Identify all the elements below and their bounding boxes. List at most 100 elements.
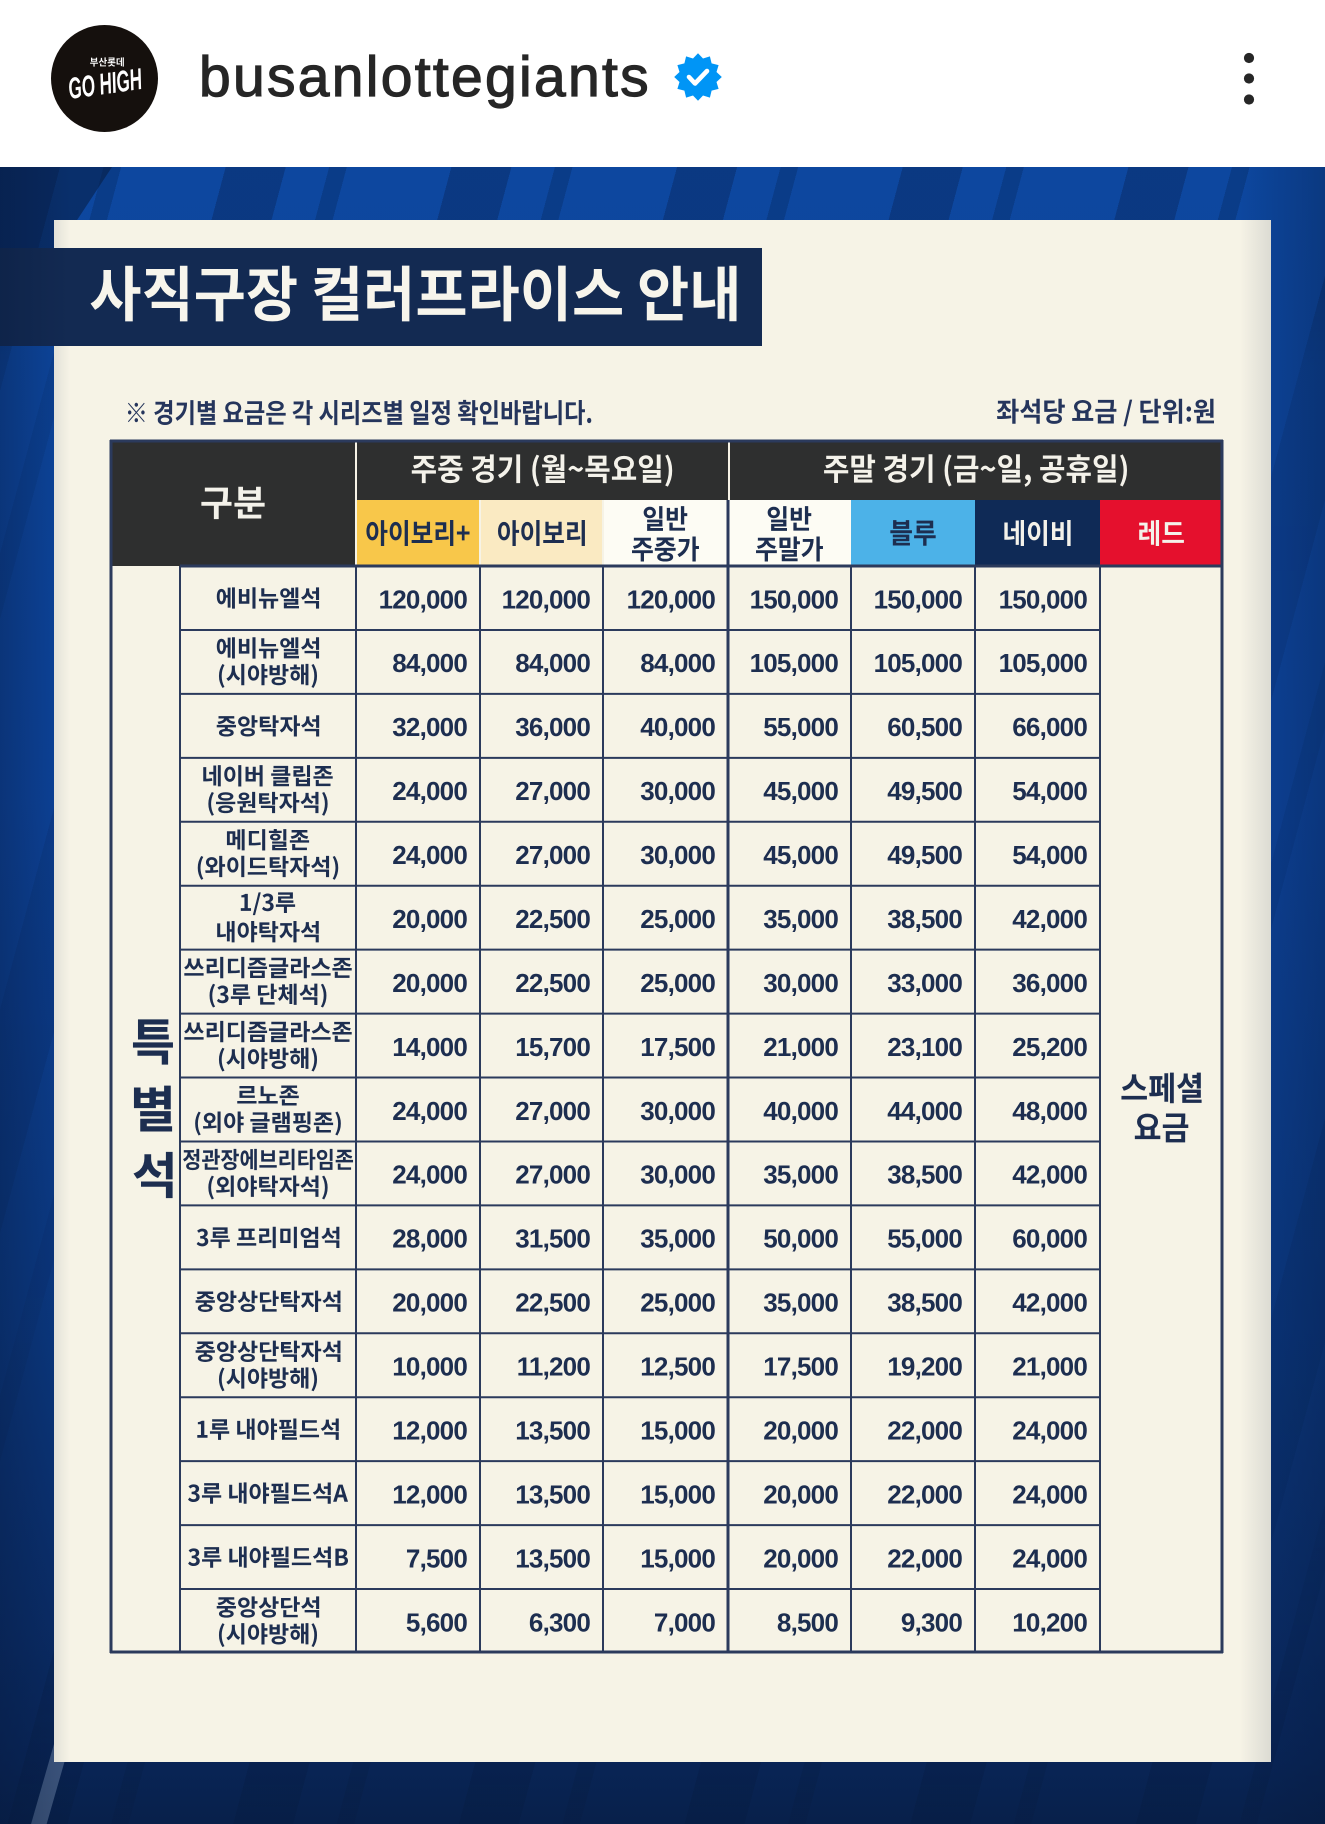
svg-text:28,000: 28,000	[392, 1224, 467, 1254]
svg-text:84,000: 84,000	[640, 648, 715, 678]
svg-text:48,000: 48,000	[1012, 1096, 1087, 1126]
svg-text:120,000: 120,000	[627, 584, 716, 614]
svg-text:55,000: 55,000	[763, 712, 838, 742]
svg-text:22,000: 22,000	[887, 1543, 962, 1573]
svg-text:15,000: 15,000	[640, 1479, 715, 1509]
svg-text:6,300: 6,300	[529, 1607, 590, 1637]
svg-text:105,000: 105,000	[750, 648, 839, 678]
svg-text:15,700: 15,700	[515, 1032, 590, 1062]
svg-text:40,000: 40,000	[763, 1096, 838, 1126]
svg-text:150,000: 150,000	[750, 584, 839, 614]
svg-text:12,500: 12,500	[640, 1352, 715, 1382]
svg-text:36,000: 36,000	[515, 712, 590, 742]
svg-text:60,000: 60,000	[1012, 1224, 1087, 1254]
svg-text:10,200: 10,200	[1012, 1607, 1087, 1637]
svg-text:13,500: 13,500	[515, 1543, 590, 1573]
svg-text:24,000: 24,000	[1012, 1416, 1087, 1446]
svg-text:105,000: 105,000	[874, 648, 963, 678]
svg-text:13,500: 13,500	[515, 1479, 590, 1509]
svg-text:27,000: 27,000	[515, 840, 590, 870]
svg-text:5,600: 5,600	[406, 1607, 467, 1637]
svg-text:42,000: 42,000	[1012, 1160, 1087, 1190]
svg-text:20,000: 20,000	[763, 1543, 838, 1573]
svg-text:45,000: 45,000	[763, 840, 838, 870]
svg-text:17,500: 17,500	[640, 1032, 715, 1062]
svg-text:7,000: 7,000	[654, 1607, 715, 1637]
svg-text:30,000: 30,000	[640, 776, 715, 806]
svg-text:55,000: 55,000	[887, 1224, 962, 1254]
svg-text:66,000: 66,000	[1012, 712, 1087, 742]
svg-text:44,000: 44,000	[887, 1096, 962, 1126]
svg-text:8,500: 8,500	[777, 1607, 838, 1637]
svg-text:20,000: 20,000	[392, 904, 467, 934]
svg-text:32,000: 32,000	[392, 712, 467, 742]
svg-text:23,100: 23,100	[887, 1032, 962, 1062]
svg-text:30,000: 30,000	[640, 1096, 715, 1126]
svg-text:12,000: 12,000	[392, 1479, 467, 1509]
svg-text:31,500: 31,500	[515, 1224, 590, 1254]
svg-text:12,000: 12,000	[392, 1416, 467, 1446]
svg-text:20,000: 20,000	[763, 1416, 838, 1446]
svg-text:38,500: 38,500	[887, 904, 962, 934]
svg-text:25,200: 25,200	[1012, 1032, 1087, 1062]
svg-text:38,500: 38,500	[887, 1288, 962, 1318]
svg-text:40,000: 40,000	[640, 712, 715, 742]
svg-text:30,000: 30,000	[763, 968, 838, 998]
svg-text:27,000: 27,000	[515, 1160, 590, 1190]
svg-text:24,000: 24,000	[1012, 1543, 1087, 1573]
svg-text:24,000: 24,000	[1012, 1479, 1087, 1509]
svg-text:27,000: 27,000	[515, 776, 590, 806]
svg-text:49,500: 49,500	[887, 840, 962, 870]
svg-text:20,000: 20,000	[763, 1479, 838, 1509]
svg-text:17,500: 17,500	[763, 1352, 838, 1382]
svg-text:60,500: 60,500	[887, 712, 962, 742]
svg-text:14,000: 14,000	[392, 1032, 467, 1062]
svg-text:21,000: 21,000	[1012, 1352, 1087, 1382]
svg-text:7,500: 7,500	[406, 1543, 467, 1573]
svg-text:150,000: 150,000	[874, 584, 963, 614]
svg-text:25,000: 25,000	[640, 904, 715, 934]
svg-text:22,000: 22,000	[887, 1479, 962, 1509]
svg-text:42,000: 42,000	[1012, 904, 1087, 934]
svg-text:105,000: 105,000	[999, 648, 1088, 678]
svg-text:20,000: 20,000	[392, 968, 467, 998]
svg-text:22,500: 22,500	[515, 1288, 590, 1318]
svg-text:50,000: 50,000	[763, 1224, 838, 1254]
svg-text:120,000: 120,000	[502, 584, 591, 614]
svg-text:42,000: 42,000	[1012, 1288, 1087, 1318]
svg-text:25,000: 25,000	[640, 1288, 715, 1318]
svg-text:21,000: 21,000	[763, 1032, 838, 1062]
svg-text:22,000: 22,000	[887, 1416, 962, 1446]
svg-text:35,000: 35,000	[763, 1288, 838, 1318]
svg-text:27,000: 27,000	[515, 1096, 590, 1126]
svg-text:84,000: 84,000	[392, 648, 467, 678]
svg-text:22,500: 22,500	[515, 904, 590, 934]
svg-text:22,500: 22,500	[515, 968, 590, 998]
svg-text:30,000: 30,000	[640, 1160, 715, 1190]
svg-text:35,000: 35,000	[763, 1160, 838, 1190]
svg-text:24,000: 24,000	[392, 1096, 467, 1126]
svg-text:36,000: 36,000	[1012, 968, 1087, 998]
svg-text:13,500: 13,500	[515, 1416, 590, 1446]
svg-text:35,000: 35,000	[640, 1224, 715, 1254]
svg-text:49,500: 49,500	[887, 776, 962, 806]
svg-text:11,200: 11,200	[517, 1352, 591, 1382]
svg-text:45,000: 45,000	[763, 776, 838, 806]
svg-text:84,000: 84,000	[515, 648, 590, 678]
svg-text:150,000: 150,000	[999, 584, 1088, 614]
svg-text:30,000: 30,000	[640, 840, 715, 870]
svg-text:120,000: 120,000	[379, 584, 468, 614]
svg-text:10,000: 10,000	[392, 1352, 467, 1382]
svg-text:15,000: 15,000	[640, 1543, 715, 1573]
svg-text:24,000: 24,000	[392, 840, 467, 870]
svg-text:9,300: 9,300	[901, 1607, 962, 1637]
svg-text:38,500: 38,500	[887, 1160, 962, 1190]
svg-text:35,000: 35,000	[763, 904, 838, 934]
svg-text:24,000: 24,000	[392, 1160, 467, 1190]
svg-text:19,200: 19,200	[887, 1352, 962, 1382]
svg-text:33,000: 33,000	[887, 968, 962, 998]
svg-text:20,000: 20,000	[392, 1288, 467, 1318]
svg-text:24,000: 24,000	[392, 776, 467, 806]
svg-text:15,000: 15,000	[640, 1416, 715, 1446]
svg-text:54,000: 54,000	[1012, 840, 1087, 870]
